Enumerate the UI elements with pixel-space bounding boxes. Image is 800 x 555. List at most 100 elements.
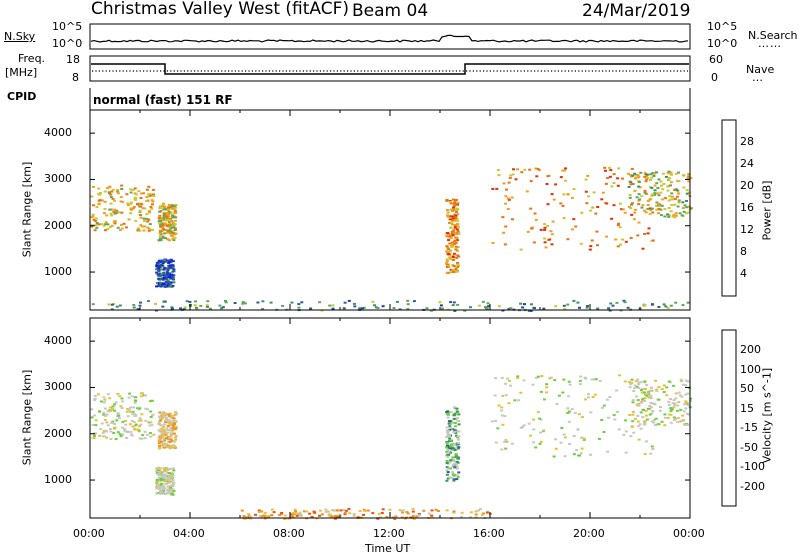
power-echo-cell (681, 304, 685, 307)
velocity-echo-cell (505, 440, 509, 443)
power-echo-cell (651, 239, 655, 242)
power-echo-cell (129, 212, 133, 215)
velocity-echo-cell (649, 394, 653, 397)
velocity-echo-cell (159, 419, 163, 422)
velocity-echo-cell (637, 383, 641, 386)
velocity-echo-cell (445, 473, 449, 476)
velocity-echo-cell (632, 390, 636, 393)
power-echo-cell (162, 217, 166, 219)
power-echo-cell (672, 214, 676, 217)
power-echo-cell (171, 260, 175, 263)
power-echo-cell (607, 307, 611, 310)
velocity-echo-cell (388, 508, 392, 511)
power-echo-cell (455, 270, 459, 273)
power-ylabel: Slant Range [km] (20, 161, 34, 258)
power-echo-cell (449, 221, 453, 224)
power-echo-cell (120, 188, 124, 190)
velocity-echo-cell (669, 407, 673, 410)
power-echo-cell (224, 301, 228, 304)
power-echo-cell (445, 260, 449, 263)
velocity-echo-cell (602, 404, 606, 407)
power-echo-cell (653, 192, 657, 195)
power-echo-cell (484, 306, 487, 308)
velocity-echo-cell (454, 434, 458, 437)
power-echo-cell (155, 267, 159, 270)
power-echo-cell (450, 208, 453, 211)
power-echo-cell (454, 199, 458, 202)
velocity-echo-cell (138, 417, 142, 420)
velocity-echo-cell (669, 413, 673, 416)
power-echo-cell (666, 306, 670, 309)
power-echo-cell (165, 271, 169, 274)
power-echo-cell (141, 192, 145, 195)
power-echo-cell (448, 258, 452, 261)
power-echo-cell (591, 206, 595, 209)
power-echo-cell (129, 208, 133, 211)
velocity-echo-cell (637, 387, 641, 389)
power-echo-cell (510, 196, 514, 199)
freq-panel (89, 55, 691, 82)
power-echo-cell (646, 176, 650, 179)
power-echo-cell (617, 167, 621, 170)
velocity-echo-cell (682, 410, 686, 413)
power-echo-cell (611, 304, 615, 307)
power-echo-cell (159, 224, 162, 227)
power-echo-cell (445, 232, 449, 235)
velocity-echo-cell (650, 386, 654, 389)
velocity-echo-cell (455, 442, 459, 445)
power-echo-cell (446, 215, 450, 218)
velocity-echo-cell (134, 399, 138, 402)
velocity-echo-cell (681, 414, 685, 417)
velocity-echo-cell (445, 479, 449, 482)
power-echo-cell (452, 265, 456, 268)
velocity-echo-cell (302, 510, 306, 513)
power-echo-cell (454, 209, 458, 212)
velocity-echo-cell (617, 428, 621, 431)
power-echo-cell (224, 299, 227, 302)
velocity-echo-cell (293, 508, 297, 511)
velocity-echo-cell (108, 409, 112, 412)
velocity-echo-cell (102, 411, 106, 414)
power-echo-cell (157, 268, 160, 271)
power-echo-cell (667, 199, 671, 202)
power-echo-cell (501, 216, 505, 219)
velocity-colorbar-title: Velocity [m s^-1] (760, 367, 774, 464)
velocity-echo-cell (684, 402, 688, 404)
velocity-ytick-label: 2000 (44, 426, 72, 440)
power-echo-cell (685, 200, 688, 202)
power-echo-cell (453, 242, 457, 245)
power-echo-cell (447, 265, 451, 268)
power-echo-cell (621, 177, 624, 180)
cpid-label: CPID (7, 90, 37, 103)
velocity-echo-cell (451, 446, 455, 449)
power-echo-cell (100, 223, 104, 226)
velocity-echo-cell (109, 438, 113, 440)
power-echo-cell (663, 215, 667, 218)
power-echo-cell (161, 305, 165, 308)
velocity-echo-cell (563, 436, 567, 439)
velocity-echo-cell (504, 382, 507, 385)
velocity-echo-cell (163, 431, 167, 434)
power-echo-cell (630, 213, 634, 216)
power-echo-cell (687, 191, 691, 194)
velocity-echo-cell (161, 440, 165, 443)
noise-panel-frame (89, 23, 691, 50)
power-echo-cell (392, 307, 396, 309)
velocity-echo-cell (456, 476, 460, 478)
velocity-echo-cell (503, 440, 507, 443)
velocity-echo-cell (160, 444, 164, 447)
power-echo-cell (511, 173, 515, 176)
power-echo-cell (446, 211, 450, 214)
velocity-echo-cell (634, 380, 638, 383)
velocity-echo-cell (174, 411, 178, 414)
power-echo-cell (142, 219, 146, 222)
velocity-echo-cell (584, 398, 588, 401)
power-echo-cell (633, 189, 637, 192)
power-echo-cell (132, 304, 136, 306)
velocity-echo-cell (155, 486, 159, 489)
velocity-echo-cell (456, 419, 460, 422)
velocity-echo-cell (577, 413, 581, 416)
velocity-echo-cell (339, 509, 343, 512)
velocity-echo-cell (114, 401, 118, 404)
velocity-echo-cell (447, 420, 451, 423)
